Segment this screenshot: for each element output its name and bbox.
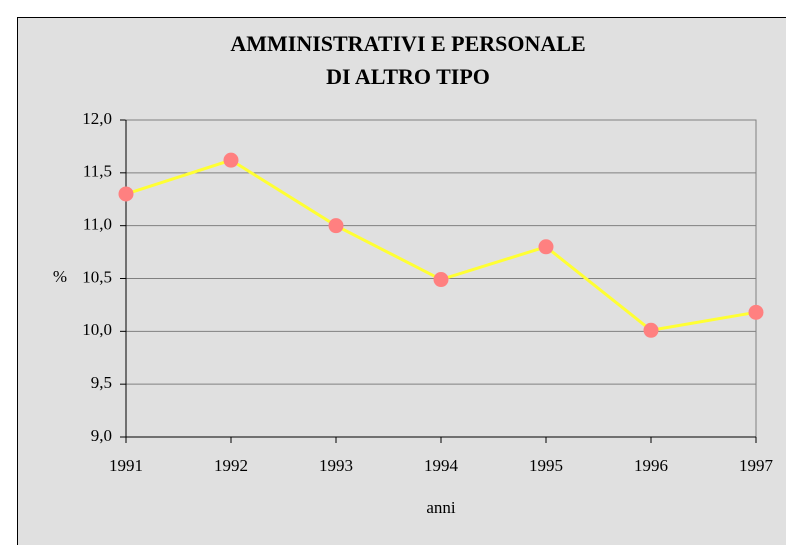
- x-tick-label: 1993: [319, 456, 353, 475]
- x-tick-label: 1992: [214, 456, 248, 475]
- y-tick-label: 10,5: [82, 267, 112, 286]
- marker: [118, 186, 134, 202]
- y-tick-label: 10,0: [82, 320, 112, 339]
- chart-area: [17, 17, 786, 545]
- x-axis-label: anni: [426, 498, 456, 517]
- y-tick-label: 9,5: [91, 373, 112, 392]
- marker: [433, 272, 449, 288]
- x-tick-label: 1994: [424, 456, 459, 475]
- y-tick-label: 11,5: [83, 162, 112, 181]
- y-tick-label: 9,0: [91, 426, 112, 445]
- marker: [328, 218, 344, 234]
- y-tick-label: 12,0: [82, 109, 112, 128]
- x-tick-label: 1996: [634, 456, 668, 475]
- marker: [748, 304, 764, 320]
- y-axis-label: %: [53, 267, 67, 286]
- marker: [643, 322, 659, 338]
- chart-title: DI ALTRO TIPO: [326, 64, 490, 89]
- x-tick-label: 1997: [739, 456, 774, 475]
- y-tick-label: 11,0: [83, 215, 112, 234]
- chart-title: AMMINISTRATIVI E PERSONALE: [230, 31, 585, 56]
- marker: [223, 152, 239, 168]
- x-tick-label: 1995: [529, 456, 563, 475]
- marker: [538, 239, 554, 255]
- x-tick-label: 1991: [109, 456, 143, 475]
